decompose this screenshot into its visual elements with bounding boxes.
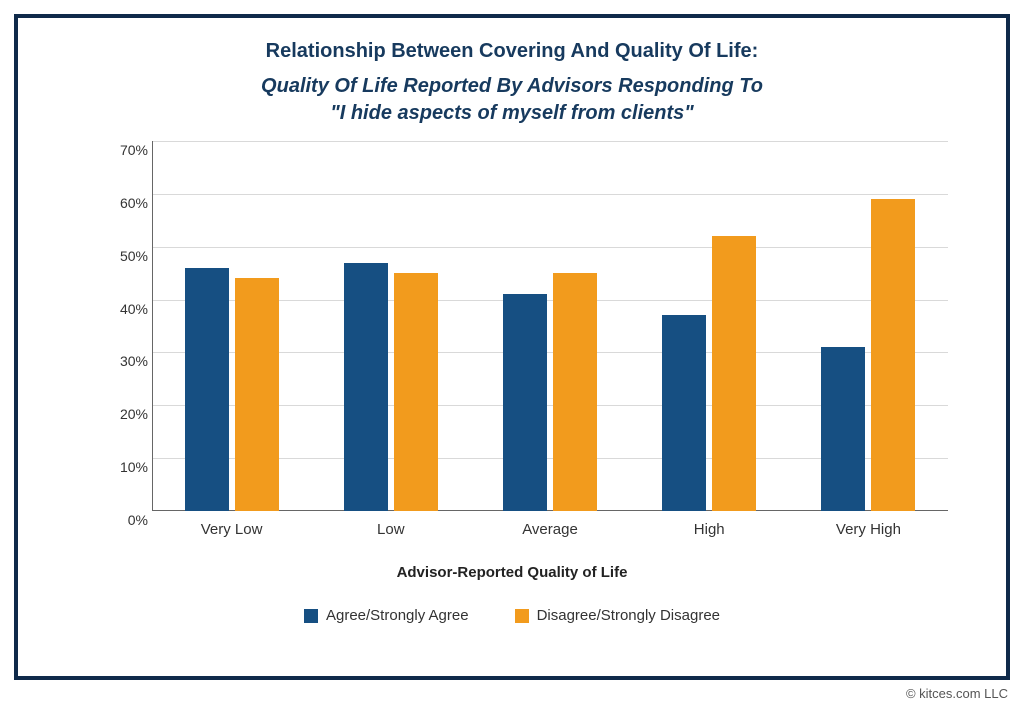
y-tick-label: 20% [106,406,148,422]
y-tick-label: 40% [106,301,148,317]
legend-swatch-icon [515,609,529,623]
x-tick-label: Very Low [152,521,311,538]
bar [712,236,756,511]
y-tick-label: 10% [106,459,148,475]
bar-group [152,141,311,511]
chart-legend: Agree/Strongly Agree Disagree/Strongly D… [46,607,978,624]
chart-plot-wrap: 0%10%20%30%40%50%60%70% [106,141,948,511]
y-tick-label: 30% [106,353,148,369]
chart-subtitle-line1: Quality Of Life Reported By Advisors Res… [261,75,763,97]
bar-group [470,141,629,511]
bar [185,268,229,511]
copyright-text: © kitces.com LLC [906,686,1008,701]
bar [503,294,547,511]
x-tick-label: Average [470,521,629,538]
bar [553,273,597,511]
bar-group [311,141,470,511]
legend-label: Disagree/Strongly Disagree [537,607,720,624]
x-tick-label: High [630,521,789,538]
legend-swatch-icon [304,609,318,623]
bar [871,199,915,511]
chart-titles: Relationship Between Covering And Qualit… [46,40,978,127]
x-tick-label: Low [311,521,470,538]
chart-subtitle-line2: "I hide aspects of myself from clients" [330,102,694,124]
legend-item-agree: Agree/Strongly Agree [304,607,469,624]
legend-item-disagree: Disagree/Strongly Disagree [515,607,720,624]
x-axis-labels: Very LowLowAverageHighVery High [152,521,948,538]
bar-group [630,141,789,511]
chart-title-main: Relationship Between Covering And Qualit… [46,40,978,63]
y-tick-label: 50% [106,248,148,264]
y-tick-label: 0% [106,512,148,528]
legend-label: Agree/Strongly Agree [326,607,469,624]
bar [394,273,438,511]
chart-title-sub: Quality Of Life Reported By Advisors Res… [46,73,978,127]
bar [662,315,706,511]
chart-bars [152,141,948,511]
bar [235,278,279,511]
chart-card: Relationship Between Covering And Qualit… [14,14,1010,680]
y-tick-label: 60% [106,195,148,211]
bar [821,347,865,511]
x-tick-label: Very High [789,521,948,538]
x-axis-title: Advisor-Reported Quality of Life [46,564,978,581]
y-tick-label: 70% [106,142,148,158]
bar [344,263,388,511]
bar-group [789,141,948,511]
